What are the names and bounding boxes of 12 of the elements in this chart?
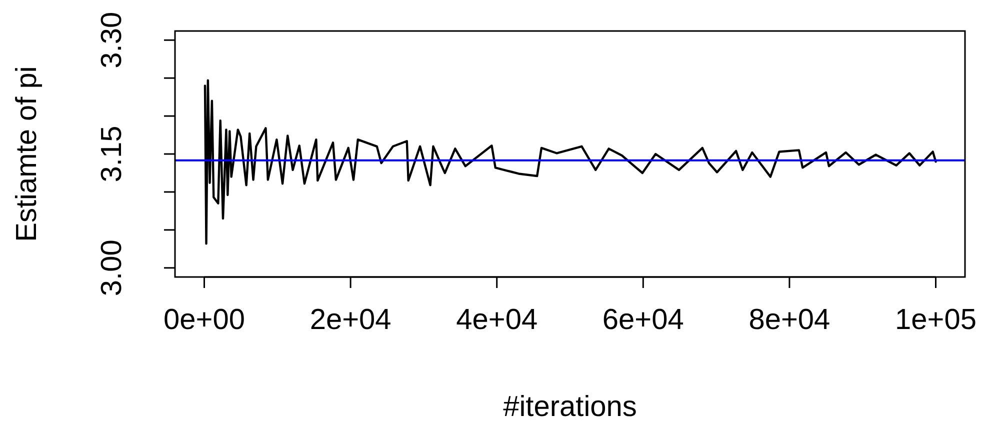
x-axis-title: #iterations [503,391,637,423]
x-tick-label: 6e+04 [602,304,684,336]
x-tick-label: 0e+00 [164,304,245,336]
y-tick-label: 3.15 [96,126,128,182]
line-series [204,79,937,245]
x-tick-label: 1e+05 [895,304,976,336]
y-tick-label: 3.00 [96,240,128,296]
x-tick-label: 2e+04 [310,304,392,336]
y-tick-label: 3.30 [96,12,128,68]
y-axis-title: Estiamte of pi [11,66,43,242]
x-tick-label: 8e+04 [748,304,830,336]
x-tick-label: 4e+04 [456,304,538,336]
